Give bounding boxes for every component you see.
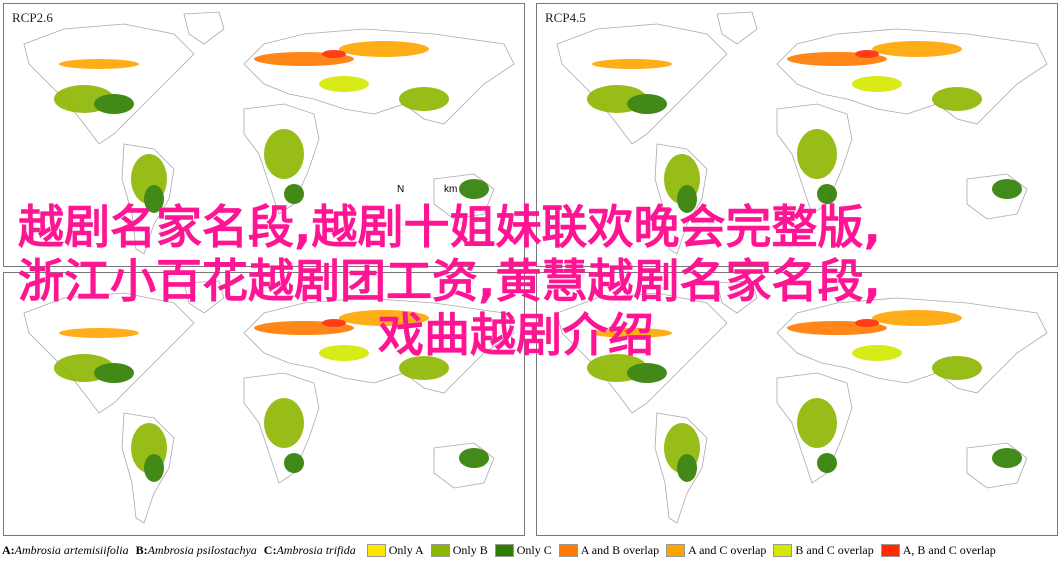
legend-item: Only C (491, 543, 552, 558)
scale-unit-label: km (444, 184, 458, 195)
legend-species-c: C: Ambrosia trifida (263, 542, 356, 557)
legend: A: Ambrosia artemisiifolia B: Ambrosia psi… (2, 541, 999, 559)
overlay-line-1: 越剧名家名段,越剧十姐妹联欢晚会完整版, (18, 200, 881, 254)
legend-swatch (773, 543, 793, 557)
map-panel-bottom-right (536, 272, 1058, 536)
legend-classes: Only A Only B Only C A and B overlap A and C… (363, 543, 999, 558)
legend-item: Only A (363, 543, 424, 558)
overlay-title: 越剧名家名段,越剧十姐妹联欢晚会完整版, 浙江小百花越剧团工资,黄慧越剧名家名段… (0, 200, 1063, 365)
legend-swatch (366, 543, 386, 557)
legend-label: A, B and C overlap (902, 542, 996, 557)
legend-label: A and C overlap (688, 542, 767, 557)
map-panel-bottom-left (3, 272, 525, 536)
legend-species-a: A: Ambrosia artemisiifolia (2, 542, 129, 557)
legend-swatch (430, 543, 450, 557)
legend-label: A and B overlap (580, 542, 660, 557)
legend-item: A, B and C overlap (877, 543, 996, 558)
panel-label: RCP4.5 (545, 10, 586, 25)
legend-label: Only B (452, 542, 488, 557)
legend-swatch (558, 543, 578, 557)
legend-swatch (880, 543, 900, 557)
legend-swatch (494, 543, 514, 557)
legend-label: Only A (388, 542, 424, 557)
legend-label: B and C overlap (795, 542, 874, 557)
legend-swatch (666, 543, 686, 557)
legend-item: A and C overlap (662, 543, 766, 558)
panel-label: RCP2.6 (12, 10, 53, 25)
legend-item: A and B overlap (555, 543, 659, 558)
legend-item: B and C overlap (769, 542, 874, 558)
north-arrow-label: N (397, 184, 405, 195)
map-panel-top-right: RCP4.5 (536, 3, 1058, 267)
legend-label: Only C (516, 542, 552, 557)
legend-species-b: B: Ambrosia psilostachya (135, 542, 257, 557)
overlay-line-2: 浙江小百花越剧团工资,黄慧越剧名家名段, (18, 254, 881, 308)
map-panel-top-left: RCP2.6 N km (3, 3, 525, 267)
overlay-line-3: 戏曲越剧介绍 (378, 308, 654, 362)
legend-item: Only B (427, 543, 488, 558)
